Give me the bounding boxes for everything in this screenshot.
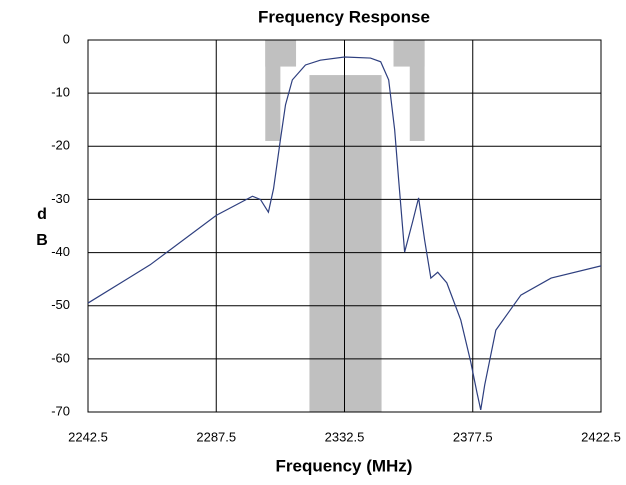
x-tick-label: 2242.5 [68, 429, 108, 444]
mask-region [309, 75, 382, 413]
x-tick-label: 2422.5 [581, 429, 621, 444]
y-tick-label: -70 [51, 403, 70, 418]
y-tick-label: 0 [63, 31, 70, 46]
x-tick-label: 2332.5 [325, 429, 365, 444]
y-tick-label: -20 [51, 138, 70, 153]
mask-region [393, 40, 425, 67]
y-tick-label: -10 [51, 85, 70, 100]
y-tick-label: -40 [51, 244, 70, 259]
chart-title: Frequency Response [258, 7, 430, 26]
x-tick-label: 2287.5 [196, 429, 236, 444]
x-axis-label: Frequency (MHz) [276, 456, 413, 475]
y-tick-label: -50 [51, 297, 70, 312]
plot-border [87, 39, 602, 413]
data-line [87, 56, 602, 411]
x-tick-label: 2377.5 [453, 429, 493, 444]
y-tick-label: -60 [51, 350, 70, 365]
y-axis-label: dB [36, 206, 48, 249]
y-tick-label: -30 [51, 191, 70, 206]
mask-region [265, 40, 297, 67]
